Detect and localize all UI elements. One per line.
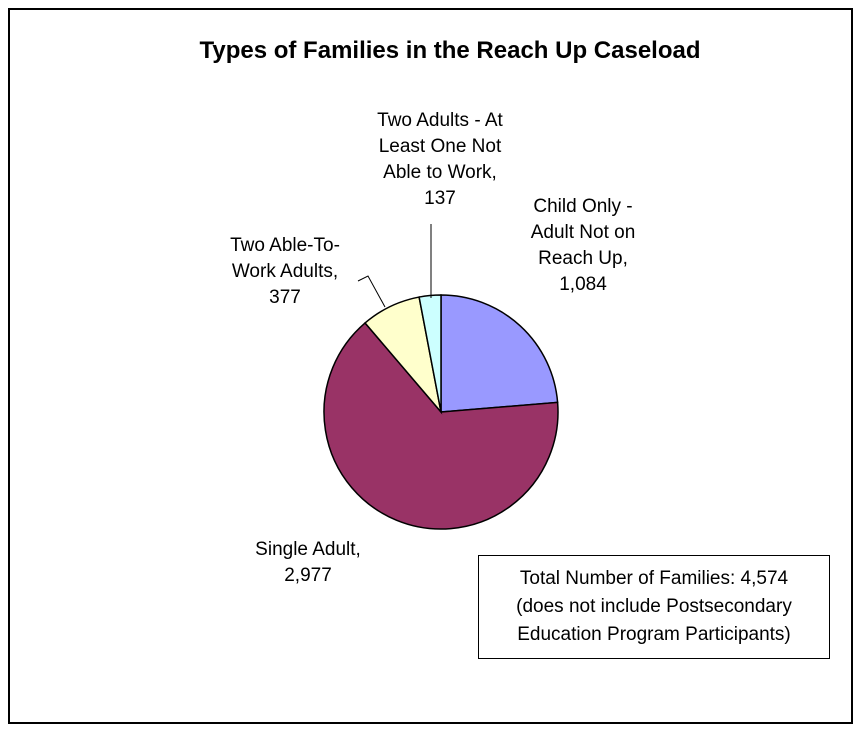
slice-label-3: Two Able-To- Work Adults, 377 [230,235,340,308]
slice-label-line: Adult Not on [531,222,636,243]
slice-label-line: Work Adults, [232,261,338,282]
slice-label-line: Reach Up, [538,248,628,269]
label-leaders [357,224,432,308]
pie-slice-1 [440,294,559,413]
total-note-box: Total Number of Families: 4,574 (does no… [478,555,830,659]
note-line-1: Total Number of Families: 4,574 [519,568,789,589]
slice-label-line: Least One Not [379,136,502,157]
note-line-3: Education Program Participants) [517,624,791,645]
slice-label-2: Single Adult, 2,977 [255,539,361,586]
slice-label-line: 1,084 [559,274,607,295]
leader-line-3 [357,275,386,308]
slice-label-line: Two Adults - At [377,110,503,131]
slice-label-line: Child Only - [533,196,632,217]
slice-label-line: Able to Work, [383,162,497,183]
slice-label-line: Single Adult, [255,539,361,560]
slice-label-line: 377 [269,287,301,308]
slice-label-4: Two Adults - At Least One Not Able to Work… [377,110,503,209]
pie-slice-4 [418,294,442,413]
slice-labels: Child Only - Adult Not on Reach Up, 1,084 Si… [230,110,635,586]
slice-label-line: Two Able-To- [230,235,340,256]
chart-title: Types of Families in the Reach Up Caselo… [199,37,700,64]
slice-label-line: 137 [424,188,456,209]
note-line-2: (does not include Postsecondary [516,596,792,617]
pie-slice-2 [323,321,559,530]
slice-label-line: 2,977 [284,565,332,586]
slice-label-1: Child Only - Adult Not on Reach Up, 1,084 [531,196,636,295]
pie-slices [323,294,559,530]
